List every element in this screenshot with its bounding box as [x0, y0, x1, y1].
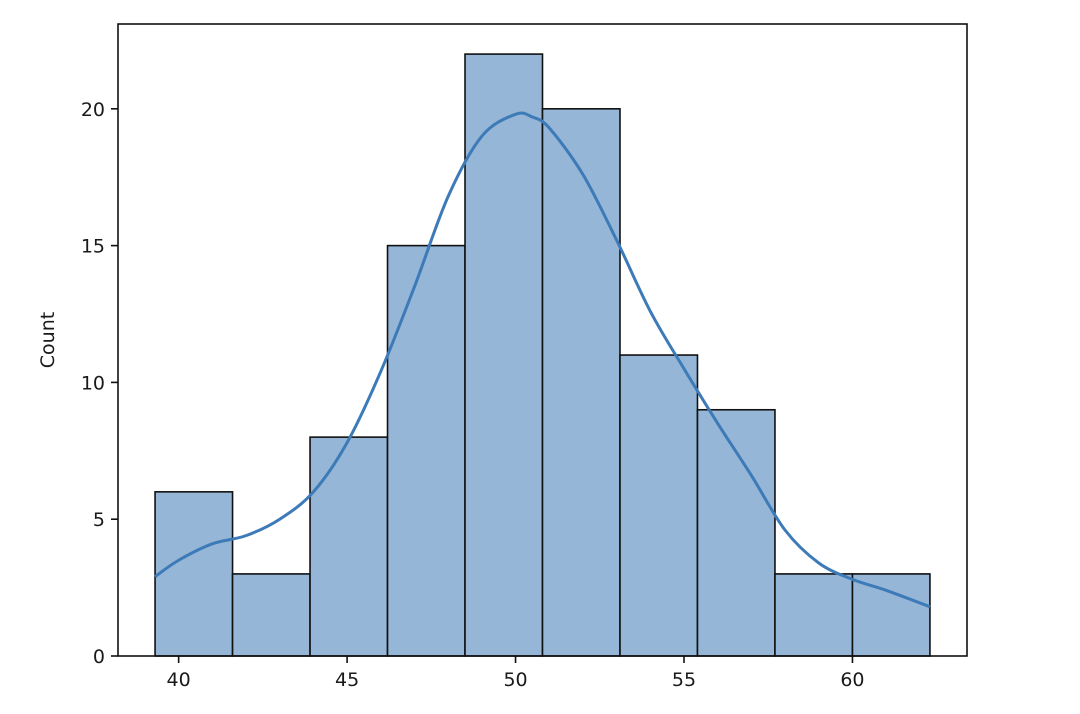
- histogram-bar: [541, 108, 621, 657]
- histogram-bar: [309, 436, 389, 657]
- y-tick-label: 15: [81, 236, 105, 258]
- histogram-bar: [464, 53, 544, 657]
- y-tick-label: 10: [81, 372, 105, 394]
- x-tick-label: 60: [840, 669, 864, 691]
- x-axis-ticks: 40 45 50 55 60: [167, 656, 865, 691]
- histogram-bar: [386, 244, 466, 657]
- y-tick-label: 5: [93, 509, 105, 531]
- histogram-bar: [696, 408, 776, 657]
- histogram-bar: [231, 573, 311, 657]
- kde-curve: [154, 111, 931, 609]
- axes-frame: [117, 23, 968, 657]
- histogram-bar: [619, 354, 699, 657]
- y-tick-label: 0: [93, 646, 105, 668]
- x-tick-label: 50: [503, 669, 527, 691]
- x-tick-label: 45: [335, 669, 359, 691]
- y-axis-ticks: 0 5 10 15 20: [81, 99, 118, 668]
- x-tick-label: 40: [167, 669, 191, 691]
- histogram-bar: [774, 573, 854, 657]
- y-axis-label: Count: [37, 312, 59, 368]
- histogram-bars: [154, 53, 931, 657]
- histogram-bar: [154, 491, 234, 657]
- y-tick-label: 20: [81, 99, 105, 121]
- histogram-bar: [851, 573, 931, 657]
- x-tick-label: 55: [672, 669, 696, 691]
